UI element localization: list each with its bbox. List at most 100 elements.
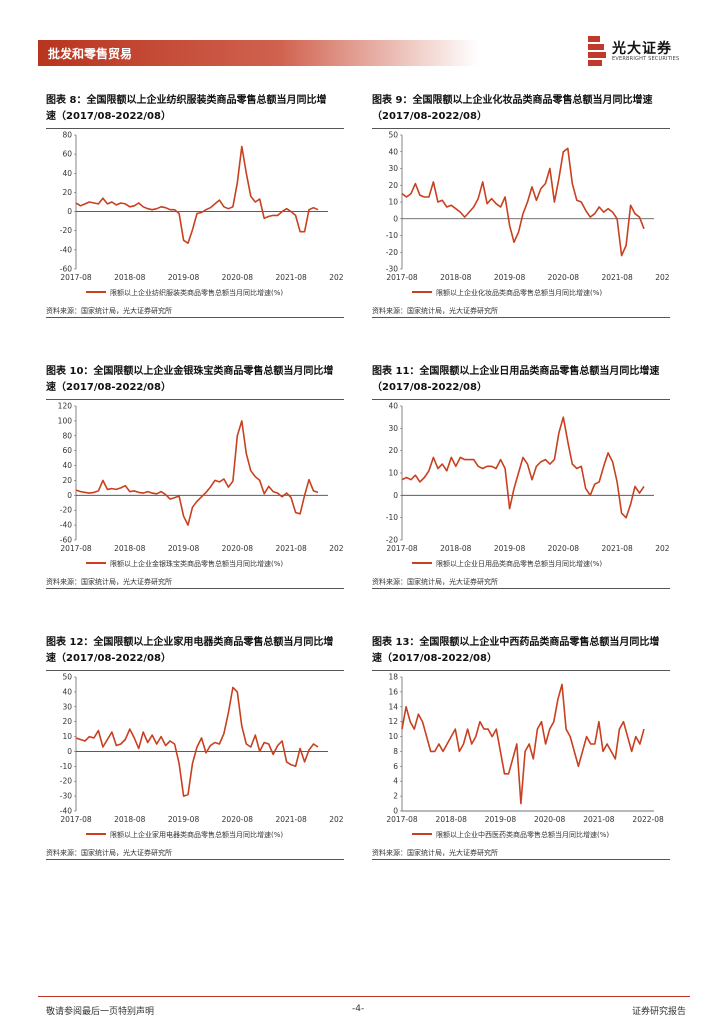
y-tick-label: 10: [62, 732, 72, 741]
x-tick-label: 2018-08: [436, 815, 468, 824]
x-tick-label: 2022-08: [329, 273, 343, 282]
chart-title: 图表 12：全国限额以上企业家用电器类商品零售总额当月同比增 速（2017/08-…: [46, 635, 346, 667]
chart-title-line1: 图表 8：全国限额以上企业纺织服装类商品零售总额当月同比增: [46, 95, 327, 106]
chart-source: 资料来源：国家统计局，光大证券研究所: [46, 849, 172, 857]
title-divider: [372, 670, 670, 671]
y-tick-label: -10: [386, 513, 398, 522]
series-line: [401, 416, 645, 519]
chart-title-line2: 速（2017/08-2022/08）: [46, 111, 171, 122]
chart-title-line1: 图表 13：全国限额以上企业中西药品类商品零售总额当月同比增: [372, 637, 660, 648]
y-tick-label: 0: [67, 207, 72, 216]
title-divider: [46, 399, 344, 400]
page-number: -4-: [352, 1004, 365, 1014]
y-tick-label: 12: [388, 717, 398, 726]
x-tick-label: 2019-08: [494, 544, 526, 553]
y-tick-label: -20: [60, 777, 72, 786]
y-tick-label: 10: [388, 732, 398, 741]
y-tick-label: -40: [60, 807, 72, 816]
y-tick-label: 20: [388, 181, 398, 190]
chart-panel-cosmetics: 图表 9：全国限额以上企业化妆品类商品零售总额当月同比增速 （2017/08-20…: [364, 93, 672, 333]
chart-title: 图表 8：全国限额以上企业纺织服装类商品零售总额当月同比增 速（2017/08-2…: [46, 93, 346, 125]
chart-panel-medicine: 图表 13：全国限额以上企业中西药品类商品零售总额当月同比增 速（2017/08-…: [364, 635, 672, 875]
y-tick-label: -20: [60, 226, 72, 235]
x-tick-label: 2019-08: [168, 544, 200, 553]
y-tick-label: 50: [62, 673, 72, 682]
section-title: 批发和零售贸易: [48, 47, 133, 61]
x-tick-label: 2018-08: [114, 815, 146, 824]
x-tick-label: 2020-08: [222, 273, 254, 282]
y-tick-label: -60: [60, 536, 72, 545]
x-tick-label: 2018-08: [114, 544, 146, 553]
chart-title-line1: 图表 9：全国限额以上企业化妆品类商品零售总额当月同比增速: [372, 95, 653, 106]
x-tick-label: 2017-08: [386, 544, 418, 553]
x-tick-label: 2021-08: [275, 815, 307, 824]
y-tick-label: 20: [62, 717, 72, 726]
y-tick-label: 10: [388, 198, 398, 207]
x-tick-label: 2018-08: [114, 273, 146, 282]
chart-title: 图表 9：全国限额以上企业化妆品类商品零售总额当月同比增速 （2017/08-20…: [372, 93, 672, 125]
y-tick-label: -10: [386, 231, 398, 240]
source-divider: [46, 588, 344, 589]
y-tick-label: 60: [62, 150, 72, 159]
source-divider: [372, 317, 670, 318]
title-divider: [46, 670, 344, 671]
x-tick-label: 2017-08: [60, 273, 92, 282]
logo-mark-icon: [588, 36, 606, 66]
y-tick-label: 30: [388, 424, 398, 433]
legend-label: 限额以上企业中西医药类商品零售总额当月同比增速(%): [436, 830, 609, 839]
y-tick-label: 50: [388, 131, 398, 140]
y-tick-label: 30: [62, 702, 72, 711]
logo-chinese-name: 光大证券: [612, 41, 672, 57]
series-line: [75, 420, 319, 526]
legend-label: 限额以上企业家用电器类商品零售总额当月同比增速(%): [110, 830, 283, 839]
chart-source: 资料来源：国家统计局，光大证券研究所: [46, 307, 172, 315]
chart-source: 资料来源：国家统计局，光大证券研究所: [46, 578, 172, 586]
y-tick-label: 60: [62, 446, 72, 455]
x-tick-label: 2021-08: [601, 544, 633, 553]
y-tick-label: 0: [393, 807, 398, 816]
chart-title-line2: （2017/08-2022/08）: [372, 382, 487, 393]
y-tick-label: 0: [67, 747, 72, 756]
x-tick-label: 2022-08: [655, 273, 669, 282]
chart-source: 资料来源：国家统计局，光大证券研究所: [372, 578, 498, 586]
y-tick-label: -30: [386, 265, 398, 274]
y-tick-label: -60: [60, 265, 72, 274]
chart-title-line2: 速（2017/08-2022/08）: [372, 653, 497, 664]
footer-report-type: 证券研究报告: [631, 1007, 686, 1017]
source-divider: [372, 588, 670, 589]
series-line: [75, 145, 319, 244]
x-tick-label: 2020-08: [534, 815, 566, 824]
x-tick-label: 2017-08: [60, 544, 92, 553]
y-tick-label: -40: [60, 245, 72, 254]
title-divider: [372, 399, 670, 400]
x-tick-label: 2021-08: [601, 273, 633, 282]
chart-title-line1: 图表 10：全国限额以上企业金银珠宝类商品零售总额当月同比增: [46, 366, 334, 377]
y-tick-label: 40: [388, 402, 398, 411]
footer-divider: [38, 996, 690, 997]
x-tick-label: 2017-08: [386, 815, 418, 824]
y-tick-label: 120: [58, 402, 73, 411]
x-tick-label: 2019-08: [168, 815, 200, 824]
y-tick-label: 0: [67, 491, 72, 500]
company-logo: 光大证券 EVERBRIGHT SECURITIES: [588, 36, 698, 68]
y-tick-label: 0: [393, 214, 398, 223]
x-tick-label: 2017-08: [386, 273, 418, 282]
y-tick-label: 10: [388, 469, 398, 478]
y-tick-label: 40: [62, 169, 72, 178]
legend-label: 限额以上企业金银珠宝类商品零售总额当月同比增速(%): [110, 559, 283, 568]
x-tick-label: 2018-08: [440, 544, 472, 553]
y-tick-label: 14: [388, 702, 398, 711]
chart-title: 图表 13：全国限额以上企业中西药品类商品零售总额当月同比增 速（2017/08-…: [372, 635, 672, 667]
y-tick-label: 40: [62, 687, 72, 696]
footer-disclaimer: 敬请参阅最后一页特别声明: [46, 1007, 155, 1017]
chart-title-line2: 速（2017/08-2022/08）: [46, 653, 171, 664]
series-line: [75, 686, 319, 797]
logo-english-name: EVERBRIGHT SECURITIES: [612, 56, 680, 62]
y-tick-label: 4: [393, 777, 398, 786]
x-tick-label: 2022-08: [329, 544, 343, 553]
y-tick-label: -20: [386, 248, 398, 257]
y-tick-label: 80: [62, 431, 72, 440]
legend-label: 限额以上企业化妆品类商品零售总额当月同比增速(%): [436, 288, 602, 297]
